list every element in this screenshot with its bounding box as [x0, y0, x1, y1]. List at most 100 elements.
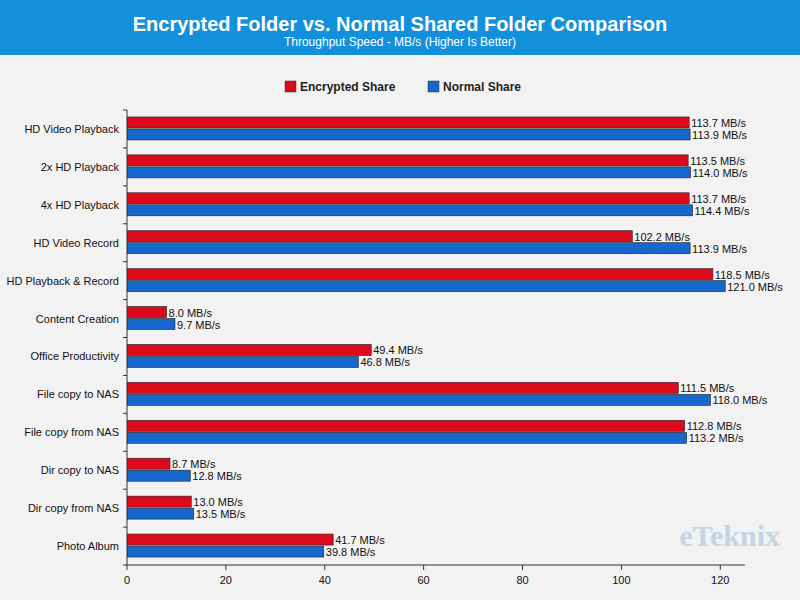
- data-label: 118.0 MB/s: [712, 394, 767, 406]
- data-label: 113.7 MB/s: [691, 117, 746, 129]
- bar: [127, 281, 725, 292]
- category-tick: [123, 261, 127, 262]
- data-label: 118.5 MB/s: [715, 269, 770, 281]
- category-label: Content Creation: [36, 313, 119, 325]
- subtitle: Throughput Speed - MB/s (Higher Is Bette…: [284, 35, 516, 49]
- bar: [127, 458, 170, 469]
- category-tick: [123, 185, 127, 186]
- category-tick: [123, 223, 127, 224]
- x-tick-label: 20: [220, 574, 232, 586]
- bar: [127, 382, 678, 393]
- bar: [127, 155, 688, 166]
- data-label: 113.9 MB/s: [692, 243, 747, 255]
- bars: [127, 117, 725, 557]
- category-tick: [123, 413, 127, 414]
- x-tick: [621, 565, 622, 570]
- data-labels: 113.7 MB/s113.9 MB/s113.5 MB/s114.0 MB/s…: [169, 117, 784, 558]
- category-label: 2x HD Playback: [41, 161, 120, 173]
- data-label: 12.8 MB/s: [192, 470, 242, 482]
- bar: [127, 167, 691, 178]
- category-tick: [123, 299, 127, 300]
- x-tick-label: 40: [319, 574, 331, 586]
- x-tick-label: 100: [612, 574, 630, 586]
- category-label: File copy to NAS: [37, 388, 119, 400]
- data-label: 102.2 MB/s: [634, 231, 690, 243]
- category-tick: [123, 337, 127, 338]
- bar: [127, 307, 167, 318]
- x-tick: [324, 565, 325, 570]
- header-band: [0, 0, 800, 55]
- x-tick: [522, 565, 523, 570]
- bar: [127, 534, 333, 545]
- category-tick: [123, 527, 127, 528]
- category-label: HD Video Playback: [24, 123, 119, 135]
- x-axis-line: [127, 565, 745, 566]
- x-tick: [720, 565, 721, 570]
- category-label: Office Productivity: [31, 350, 120, 362]
- category-label: Dir copy to NAS: [41, 464, 119, 476]
- data-label: 113.9 MB/s: [692, 129, 747, 141]
- chart: Encrypted Folder vs. Normal Shared Folde…: [0, 0, 800, 600]
- category-tick: [123, 110, 127, 111]
- bar: [127, 129, 690, 140]
- category-label: File copy from NAS: [24, 426, 119, 438]
- title: Encrypted Folder vs. Normal Shared Folde…: [133, 13, 668, 35]
- category-tick: [123, 451, 127, 452]
- data-label: 114.4 MB/s: [695, 205, 750, 217]
- category-tick: [123, 147, 127, 148]
- bar: [127, 432, 687, 443]
- data-label: 8.7 MB/s: [172, 458, 216, 470]
- bar: [127, 394, 710, 405]
- axes: 0 20 40 60 80 100 120: [123, 110, 745, 586]
- legend-label: Normal Share: [443, 80, 521, 94]
- category-label: HD Playback & Record: [7, 275, 120, 287]
- data-label: 46.8 MB/s: [360, 356, 410, 368]
- data-label: 49.4 MB/s: [373, 344, 423, 356]
- x-tick: [127, 565, 128, 570]
- x-tick-label: 0: [124, 574, 130, 586]
- bar: [127, 344, 371, 355]
- bar: [127, 243, 690, 254]
- x-tick-label: 60: [418, 574, 430, 586]
- bar: [127, 319, 175, 330]
- category-label: Dir copy from NAS: [28, 502, 119, 514]
- data-label: 13.0 MB/s: [193, 496, 243, 508]
- x-tick: [423, 565, 424, 570]
- data-label: 9.7 MB/s: [177, 319, 221, 331]
- bar: [127, 356, 358, 367]
- bar: [127, 117, 689, 128]
- watermark: eTeknix: [679, 519, 780, 552]
- data-label: 112.8 MB/s: [687, 420, 742, 432]
- data-label: 121.0 MB/s: [727, 281, 783, 293]
- bar: [127, 269, 713, 280]
- legend-label: Encrypted Share: [300, 80, 396, 94]
- x-tick-label: 80: [516, 574, 528, 586]
- legend-swatch: [285, 81, 296, 92]
- data-label: 111.5 MB/s: [680, 382, 735, 394]
- bar: [127, 508, 194, 519]
- data-label: 13.5 MB/s: [196, 508, 246, 520]
- background: [0, 0, 800, 600]
- bar: [127, 496, 191, 507]
- category-tick: [123, 489, 127, 490]
- category-label: HD Video Record: [34, 237, 119, 249]
- category-label: Photo Album: [57, 540, 119, 552]
- bar: [127, 420, 685, 431]
- category-tick: [123, 565, 127, 566]
- data-label: 113.2 MB/s: [689, 432, 744, 444]
- bar: [127, 193, 689, 204]
- category-tick: [123, 375, 127, 376]
- data-label: 41.7 MB/s: [335, 534, 385, 546]
- x-tick: [225, 565, 226, 570]
- bar: [127, 205, 693, 216]
- data-label: 8.0 MB/s: [169, 307, 213, 319]
- data-label: 113.5 MB/s: [690, 155, 745, 167]
- data-label: 113.7 MB/s: [691, 193, 746, 205]
- bar: [127, 470, 190, 481]
- data-label: 114.0 MB/s: [693, 167, 748, 179]
- data-label: 39.8 MB/s: [326, 546, 376, 558]
- x-tick-label: 120: [711, 574, 729, 586]
- bar: [127, 546, 324, 557]
- legend: Encrypted Share Normal Share: [285, 80, 521, 94]
- category-label: 4x HD Playback: [41, 199, 120, 211]
